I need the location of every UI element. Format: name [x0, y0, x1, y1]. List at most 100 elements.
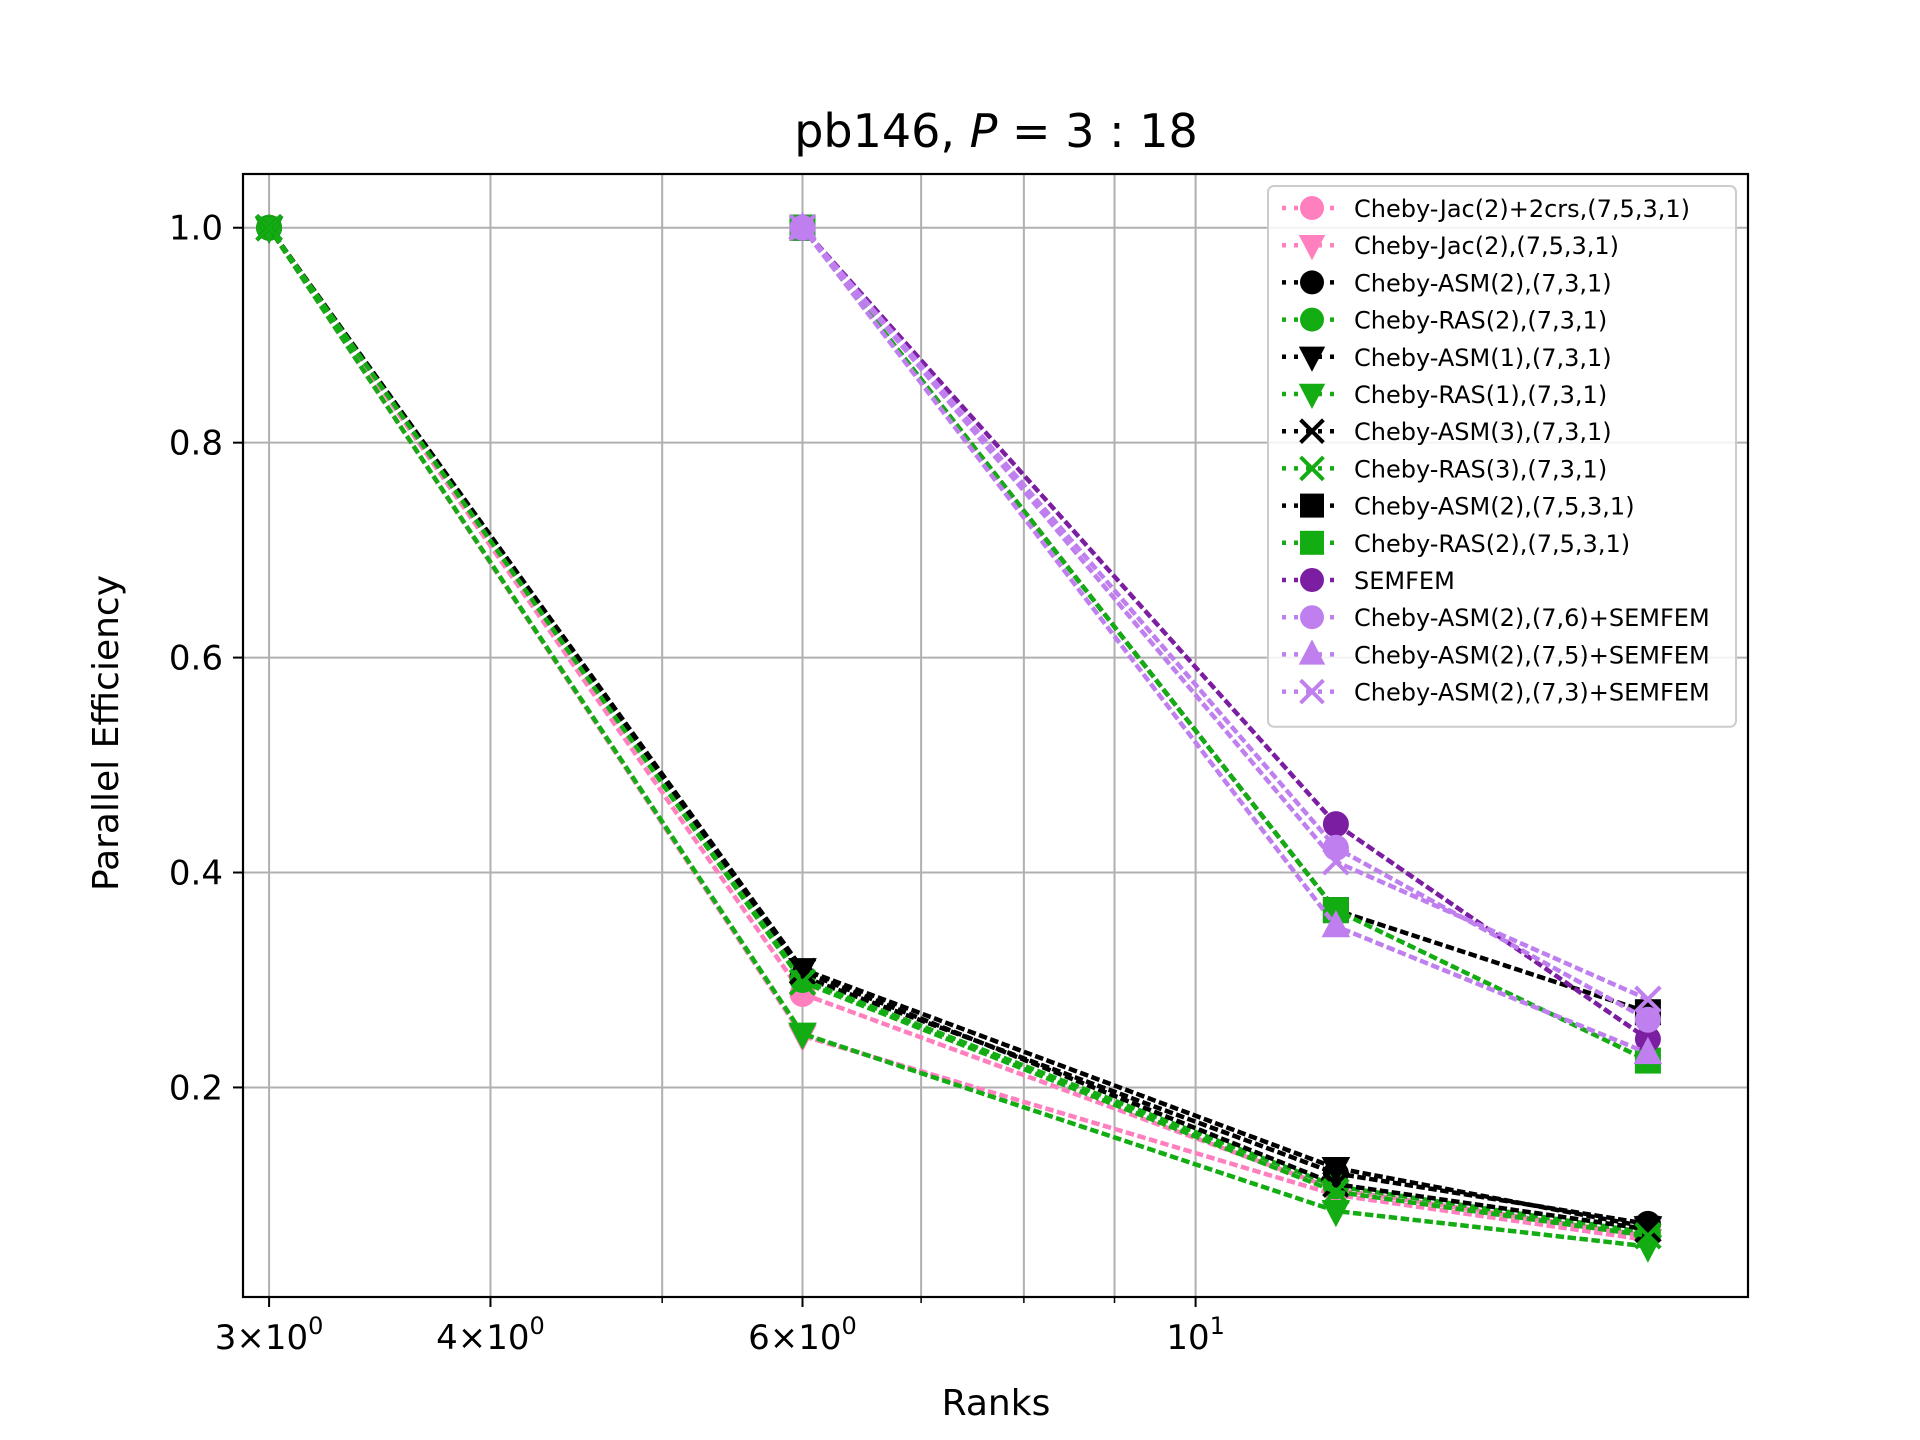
legend-marker [1299, 678, 1325, 705]
legend-entry: Cheby-RAS(1),(7,3,1) [1282, 381, 1607, 409]
legend-label: Cheby-ASM(2),(7,3)+SEMFEM [1354, 679, 1710, 707]
legend-marker [1300, 568, 1324, 592]
legend-label: Cheby-ASM(3),(7,3,1) [1354, 418, 1612, 446]
y-tick-label: 0.4 [169, 854, 223, 894]
x-tick-pow_base: 10 [265, 1318, 308, 1358]
legend-marker [1300, 605, 1324, 630]
y-tick-label: 0.8 [169, 424, 223, 464]
legend-marker [1299, 455, 1325, 482]
data-point [1322, 848, 1350, 876]
legend-marker [1300, 196, 1324, 220]
legend-entry: Cheby-RAS(2),(7,3,1) [1282, 307, 1607, 335]
legend-marker [1300, 307, 1324, 332]
x-tick-label: 4×100 [436, 1312, 545, 1358]
data-point [1322, 811, 1349, 838]
legend-entry: Cheby-Jac(2),(7,5,3,1) [1282, 232, 1619, 261]
x-tick-label: 3×100 [215, 1312, 324, 1358]
series-8 [255, 213, 1662, 1250]
legend-marker [1300, 493, 1324, 518]
legend-entry: Cheby-ASM(1),(7,3,1) [1282, 344, 1612, 372]
legend-label: Cheby-ASM(2),(7,5,3,1) [1354, 493, 1635, 521]
legend-label: Cheby-ASM(2),(7,5)+SEMFEM [1354, 641, 1710, 669]
series-line [265, 224, 1651, 1249]
legend-entry: Cheby-RAS(2),(7,5,3,1) [1282, 530, 1630, 558]
legend-label: SEMFEM [1354, 567, 1455, 595]
data-point [1322, 1177, 1350, 1206]
legend-marker [1298, 235, 1326, 261]
x-tick-pow_base: 10 [1166, 1318, 1209, 1358]
x-tick-exp: 0 [530, 1312, 545, 1340]
legend-entry: Cheby-ASM(2),(7,5)+SEMFEM [1282, 639, 1710, 669]
legend-entry: Cheby-ASM(2),(7,3)+SEMFEM [1282, 679, 1710, 707]
data-point [788, 213, 817, 242]
legend-entry: SEMFEM [1282, 567, 1455, 595]
data-point [788, 957, 817, 986]
chart-title: pb146, P = 3 : 18 [794, 104, 1198, 158]
x-tick-exp: 1 [1210, 1312, 1225, 1340]
plot-frame [241, 172, 1750, 1299]
x-tick-sep: × [770, 1318, 799, 1358]
legend-label: Cheby-RAS(1),(7,3,1) [1354, 381, 1607, 409]
legend-entry: Cheby-ASM(2),(7,6)+SEMFEM [1282, 604, 1710, 632]
series-line [265, 224, 1651, 1239]
legend-entry: Cheby-ASM(2),(7,5,3,1) [1282, 493, 1635, 521]
series-layer [254, 211, 1663, 1263]
x-tick-sep: × [458, 1318, 487, 1358]
data-point [1321, 909, 1351, 938]
legend-marker [1298, 639, 1326, 665]
series-7 [255, 213, 1662, 1244]
legend-label: Cheby-ASM(1),(7,3,1) [1354, 344, 1612, 372]
chart-title-prefix: pb146, [794, 104, 969, 158]
y-tick-label: 0.2 [169, 1068, 223, 1108]
legend-label: Cheby-ASM(2),(7,6)+SEMFEM [1354, 604, 1710, 632]
data-point [1634, 1006, 1661, 1033]
y-tick-label: 1.0 [169, 209, 223, 249]
x-tick-base: 3 [215, 1318, 237, 1358]
chart-title-variable: P [970, 104, 998, 158]
legend-entry: Cheby-ASM(2),(7,3,1) [1282, 269, 1612, 297]
legend-label: Cheby-ASM(2),(7,3,1) [1354, 269, 1612, 297]
legend-label: Cheby-RAS(2),(7,5,3,1) [1354, 530, 1630, 558]
legend-entry: Cheby-RAS(3),(7,3,1) [1282, 455, 1607, 483]
x-tick-exp: 0 [308, 1312, 323, 1340]
x-tick-base: 6 [748, 1318, 770, 1358]
legend-entry: Cheby-ASM(3),(7,3,1) [1282, 418, 1612, 446]
legend-label: Cheby-RAS(2),(7,3,1) [1354, 307, 1607, 335]
series-line [799, 224, 1652, 1043]
x-tick-label: 101 [1166, 1312, 1225, 1358]
data-point [788, 968, 817, 996]
x-tick-pow_base: 10 [486, 1318, 529, 1358]
legend-marker [1298, 383, 1326, 409]
data-point [1322, 834, 1349, 861]
legend-label: Cheby-Jac(2)+2crs,(7,5,3,1) [1354, 195, 1690, 223]
data-point [1634, 985, 1662, 1014]
legend-marker [1299, 418, 1325, 445]
legend: Cheby-Jac(2)+2crs,(7,5,3,1) Cheby-Jac(2),… [1267, 185, 1737, 728]
chart-title-rest: = 3 : 18 [997, 104, 1197, 158]
series-14 [788, 213, 1662, 1014]
x-tick-exp: 0 [842, 1312, 857, 1340]
legend-marker [1298, 346, 1326, 372]
data-point [1634, 1215, 1662, 1244]
y-axis-label: Parallel Efficiency [86, 575, 127, 891]
legend-marker [1300, 270, 1324, 295]
legend-label: Cheby-Jac(2),(7,5,3,1) [1354, 232, 1619, 260]
data-point [255, 213, 283, 242]
data-point [1633, 1036, 1663, 1065]
x-tick-label: 6×100 [748, 1312, 857, 1358]
data-point [788, 1022, 817, 1050]
data-point [1321, 1199, 1351, 1228]
x-tick-base: 4 [436, 1318, 458, 1358]
series-line [265, 224, 1651, 1232]
y-tick-label: 0.6 [169, 639, 223, 679]
x-tick-pow_base: 10 [798, 1318, 841, 1358]
legend-marker [1300, 530, 1324, 555]
x-axis-label: Ranks [942, 1383, 1051, 1424]
legend-entry: Cheby-Jac(2)+2crs,(7,5,3,1) [1282, 195, 1690, 223]
data-point [1321, 1156, 1351, 1185]
legend-label: Cheby-RAS(3),(7,3,1) [1354, 455, 1607, 483]
data-point [1634, 1221, 1662, 1250]
legend-box [1267, 185, 1737, 728]
